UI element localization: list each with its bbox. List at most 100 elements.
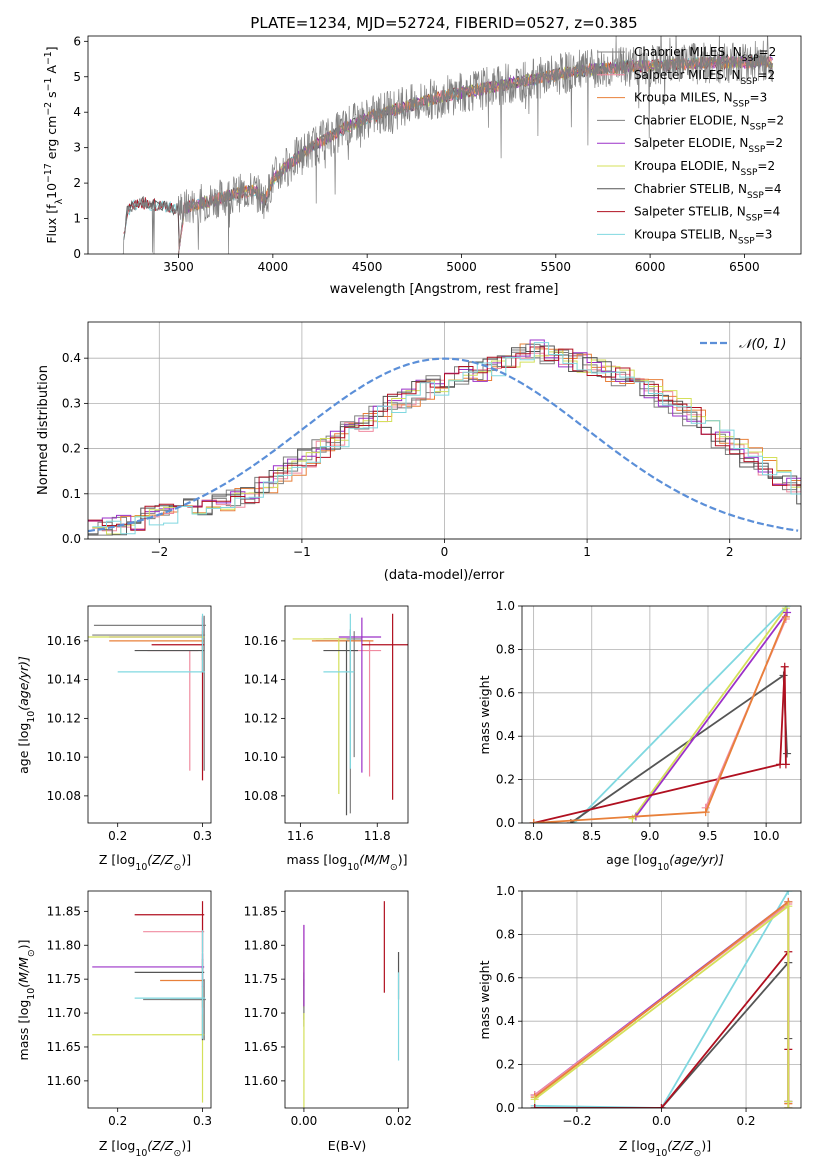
errorbar-ce — [170, 979, 206, 1041]
x-tick-label: 5000 — [446, 260, 477, 274]
x-axis-label: age [log10(age/yr)] — [606, 852, 724, 873]
y-tick-label: 11.80 — [244, 938, 278, 952]
y-tick-label: 10.12 — [244, 711, 278, 725]
x-tick-label: 1 — [583, 545, 591, 559]
legend-entry: Chabrier MILES, NSSP=2 — [634, 45, 776, 64]
y-tick-label: 0.0 — [496, 816, 515, 830]
legend-entry: Chabrier ELODIE, NSSP=2 — [634, 113, 784, 132]
y-tick-label: 4 — [73, 105, 81, 119]
marker-km — [701, 808, 710, 817]
errorbar-cs — [323, 640, 359, 816]
y-tick-label: 3 — [73, 141, 81, 155]
y-axis-label: mass weight — [477, 960, 492, 1039]
y-tick-label: 1.0 — [496, 599, 515, 613]
plot-area — [292, 613, 408, 816]
histogram-ss — [88, 346, 801, 531]
plot-area — [92, 901, 206, 1103]
y-tick-label: 0.6 — [496, 971, 515, 985]
plot-area — [530, 891, 793, 1108]
x-axis-label: wavelength [Angstrom, rest frame] — [330, 282, 559, 297]
histogram-ks — [92, 342, 801, 535]
axes-frame — [87, 605, 212, 824]
y-tick-label: 11.85 — [47, 904, 81, 918]
x-tick-label: 0.2 — [736, 1114, 755, 1128]
errorbar-sm — [350, 640, 382, 777]
axes-frame — [284, 605, 409, 824]
x-axis-label: E(B-V) — [328, 1138, 367, 1153]
y-tick-label: 10.14 — [47, 673, 81, 687]
cumulative-line-km — [533, 616, 787, 823]
errorbar-ke — [92, 1014, 205, 1103]
y-tick-label: 0.4 — [496, 729, 515, 743]
x-tick-label: 0.0 — [652, 1114, 671, 1128]
y-tick-label: 0.4 — [496, 1014, 515, 1028]
x-tick-label: 0.2 — [108, 1114, 127, 1128]
y-axis-label: Normed distribution — [36, 365, 51, 495]
errorbar-ce — [93, 615, 206, 771]
marker-km — [529, 819, 538, 823]
cumulative-line-ss — [533, 666, 787, 823]
marker-ke — [781, 606, 790, 613]
y-axis-label: mass weight — [477, 675, 492, 754]
cumulative-line-ks — [534, 891, 790, 1108]
legend-entry: Kroupa STELIB, NSSP=3 — [634, 227, 772, 246]
y-tick-label: 11.75 — [244, 972, 278, 986]
legend-entry: Chabrier STELIB, NSSP=4 — [634, 182, 782, 201]
y-tick-label: 10.14 — [244, 673, 278, 687]
y-tick-label: 10.08 — [244, 789, 278, 803]
x-tick-label: 5500 — [541, 260, 572, 274]
x-axis-label: Z [log10(Z/Z⊙)] — [99, 1138, 191, 1159]
x-tick-label: 2 — [726, 545, 734, 559]
y-tick-label: 0.1 — [62, 487, 81, 501]
errorbar-ss — [361, 613, 408, 800]
y-tick-label: 11.65 — [244, 1040, 278, 1054]
legend-entry: Salpeter STELIB, NSSP=4 — [634, 205, 780, 224]
marker-se — [783, 608, 792, 617]
axes-mass-vs-Z: 0.2 0.3 11.60 11.65 11.70 11.75 11.80 11.85 Z [l… — [16, 890, 212, 1159]
y-tick-label: 0.2 — [496, 773, 515, 787]
x-tick-label: 4000 — [258, 260, 289, 274]
histogram-cm — [88, 349, 801, 536]
y-tick-label: 0.0 — [496, 1101, 515, 1115]
legend-entry: Salpeter MILES, NSSP=2 — [634, 68, 775, 87]
cumulative-line-se — [635, 611, 788, 818]
x-tick-label: 4500 — [352, 260, 383, 274]
x-tick-label: 0.3 — [193, 829, 212, 843]
y-tick-label: 6 — [73, 34, 81, 48]
x-axis-label: Z [log10(Z/Z⊙)] — [99, 852, 191, 873]
axes-residuals: −2 −1 0 1 2 0.0 0.1 0.2 0.3 0.4 (data-model)/error… — [36, 321, 802, 583]
axes-frame — [521, 605, 802, 824]
axes-frame — [87, 35, 802, 255]
y-tick-label: 11.70 — [47, 1006, 81, 1020]
legend-entry: 𝒩(0, 1) — [739, 337, 786, 352]
legend-entry: Salpeter ELODIE, NSSP=2 — [634, 136, 783, 155]
y-tick-label: 10.16 — [47, 634, 81, 648]
plot-area — [122, 36, 774, 254]
y-tick-label: 0.8 — [496, 927, 515, 941]
errorbar-ke — [292, 638, 347, 794]
errorbar-km — [160, 966, 205, 1008]
marker-ke — [530, 1095, 539, 1104]
plot-area — [88, 613, 206, 781]
y-tick-label: 10.12 — [47, 711, 81, 725]
chart-title: PLATE=1234, MJD=52724, FIBERID=0527, z=0… — [250, 14, 637, 32]
cumulative-line-ks — [573, 606, 788, 823]
histogram-ke — [92, 351, 801, 535]
y-tick-label: 0.2 — [496, 1058, 515, 1072]
x-tick-label: 10.0 — [753, 829, 780, 843]
axes-frame — [521, 890, 802, 1109]
axes-age-vs-mass: 11.6 11.8 10.08 10.10 10.12 10.14 10.16 mass [l… — [244, 605, 409, 873]
marker-ke — [784, 902, 793, 911]
y-axis-label: Flux [fλ10−17 erg cm−2 s−1 A−1] — [43, 46, 65, 243]
y-tick-label: 1 — [73, 212, 81, 226]
axes-cumul-Z: −0.2 0.0 0.2 0.0 0.2 0.4 0.6 0.8 1.0 Z [log10(Z/Z… — [477, 884, 802, 1159]
y-tick-label: 11.70 — [244, 1006, 278, 1020]
marker-ke — [784, 1104, 793, 1108]
y-tick-label: 11.60 — [244, 1074, 278, 1088]
errorbar-se — [338, 617, 382, 773]
y-tick-label: 0.6 — [496, 686, 515, 700]
axes-mass-vs-EBV: 0.00 0.02 11.60 11.65 11.70 11.75 11.80 11.85 E(… — [244, 890, 412, 1153]
errorbar-ks — [323, 613, 355, 769]
errorbar-ce — [323, 629, 362, 814]
